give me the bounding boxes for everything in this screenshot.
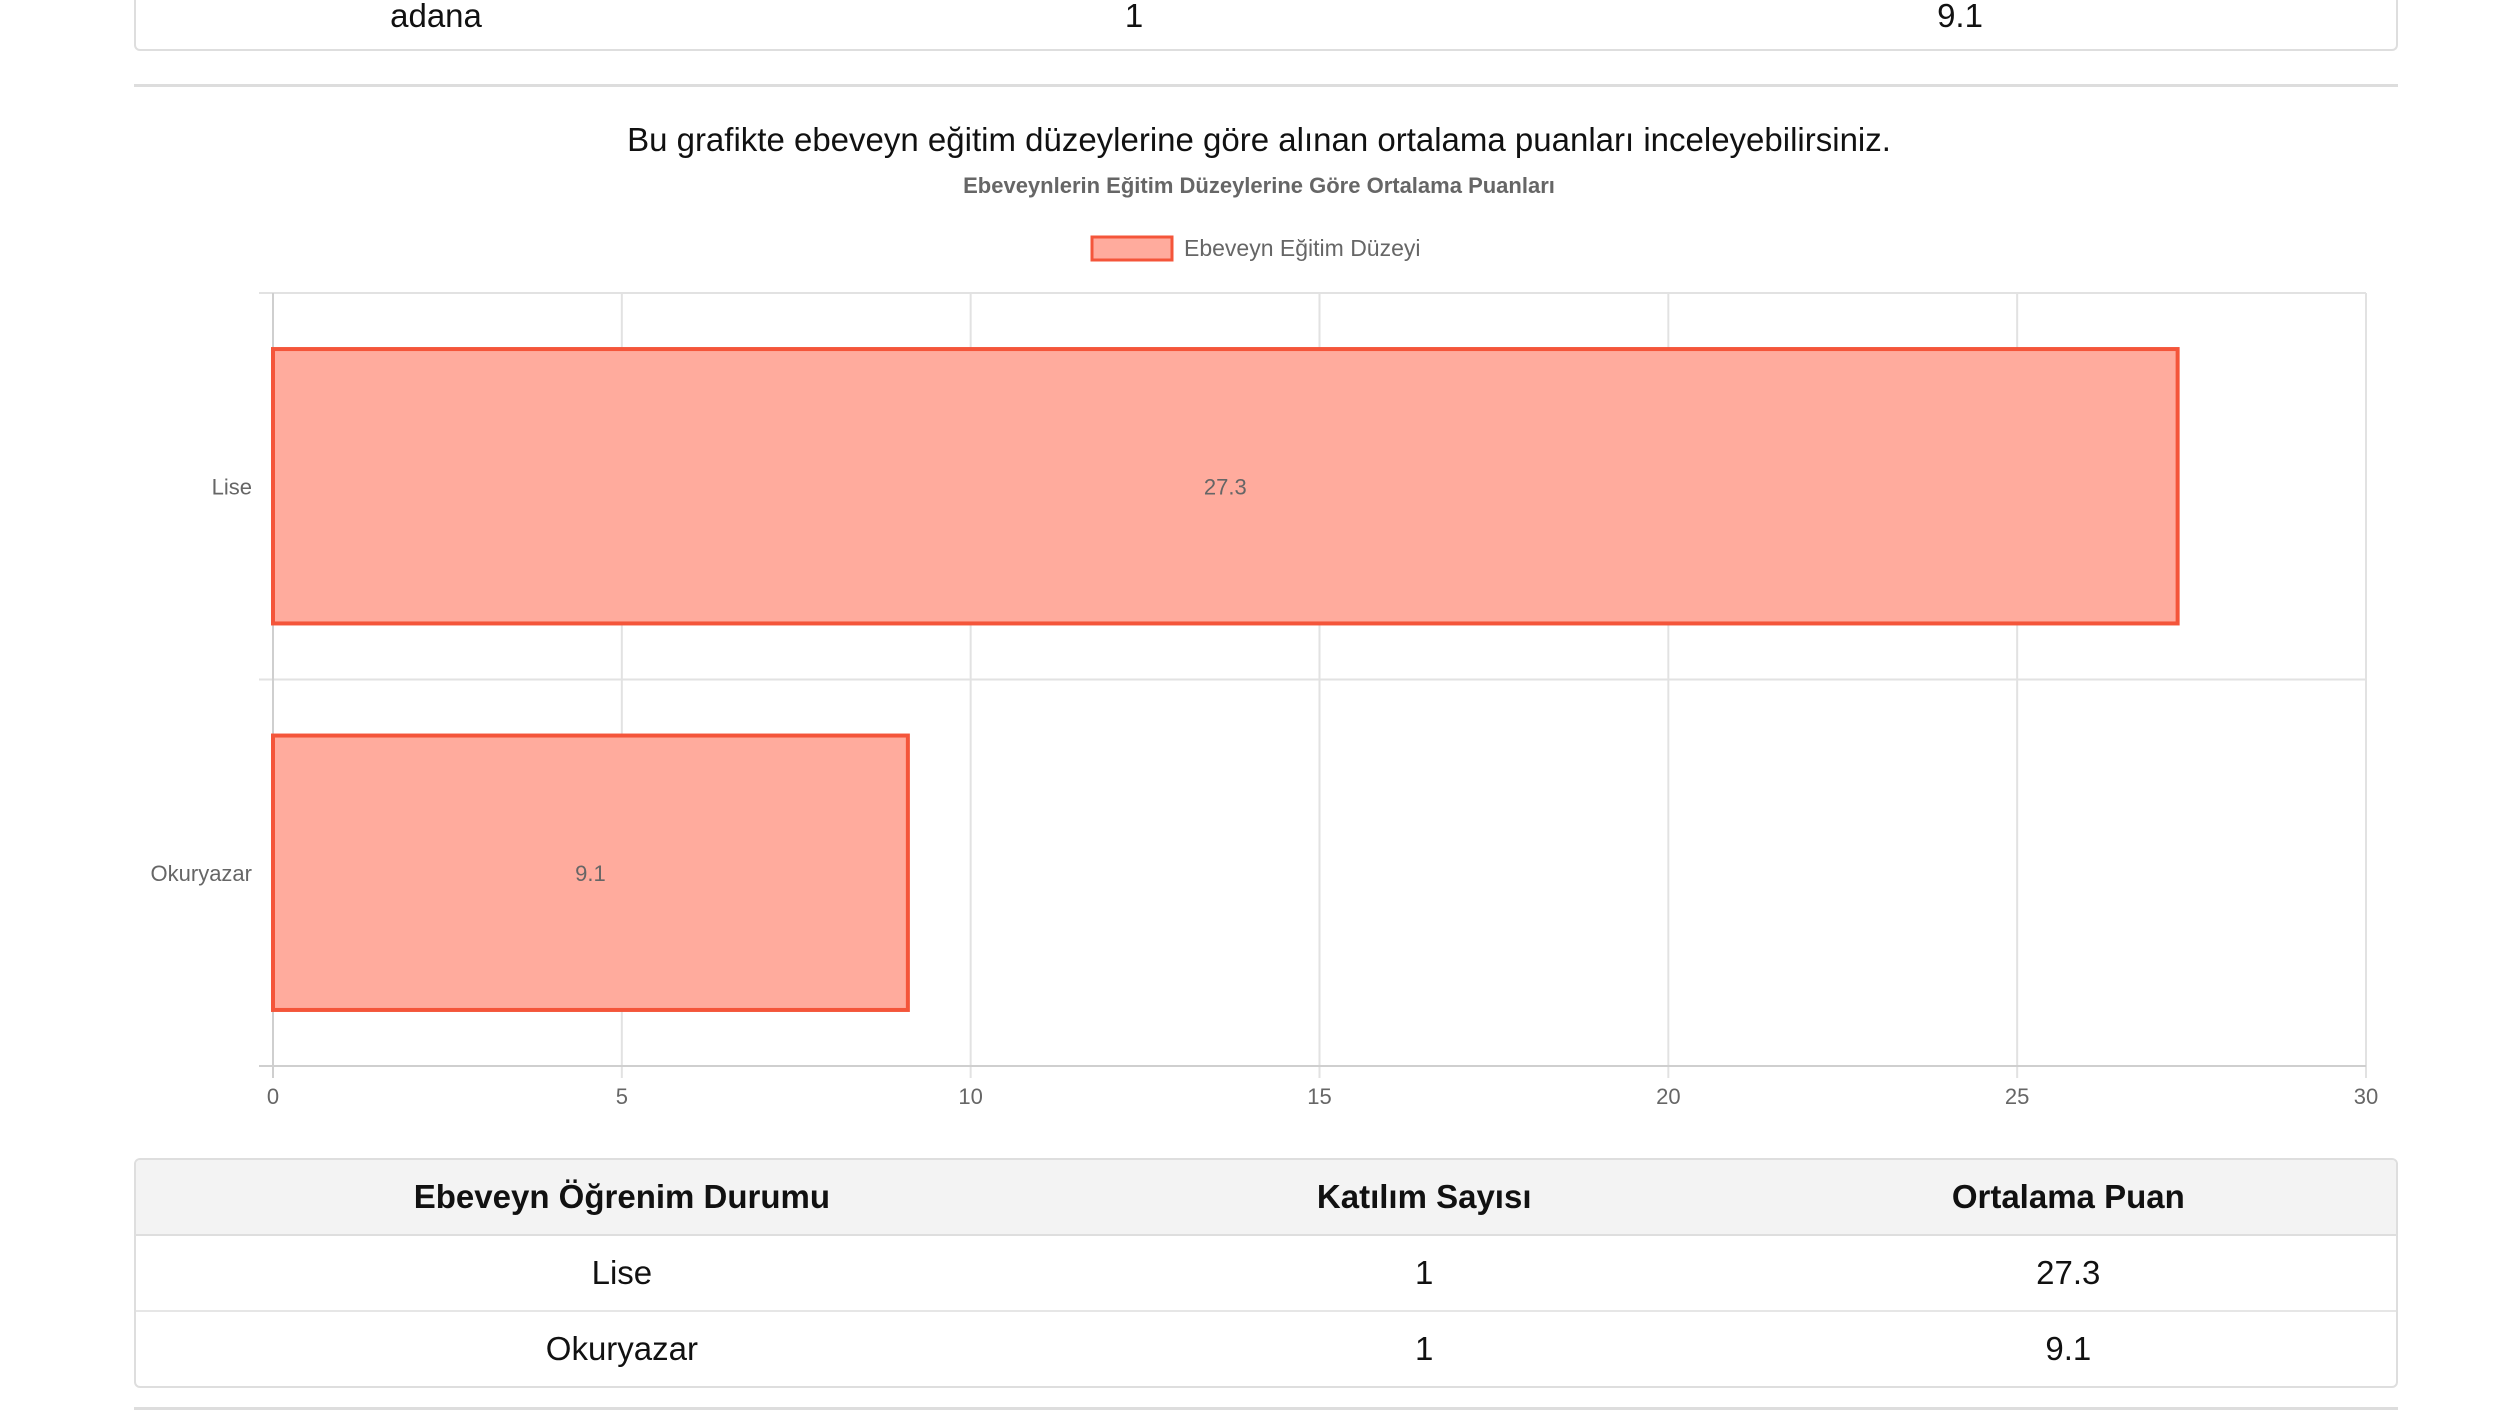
header-participation: Katılım Sayısı [1107,1160,1741,1236]
x-tick-label: 10 [958,1084,982,1109]
table-row: Okuryazar 1 9.1 [136,1311,2396,1386]
table-cell: 1 [1107,1235,1741,1312]
table-cell: Okuryazar [545,1330,698,1367]
table-cell: 27.3 [1740,1235,2396,1312]
x-tick-label: 30 [2354,1084,2378,1109]
x-tick-label: 20 [1656,1084,1680,1109]
count-cell: 1 [1124,0,1144,34]
previous-table-last-row: adana 1 9.1 [134,0,2398,51]
score-cell: 9.1 [1937,0,1983,34]
header-average: Ortalama Puan [1740,1160,2396,1236]
table-row: Lise 1 27.3 [136,1235,2396,1312]
chart-caption: Bu grafikte ebeveyn eğitim düzeylerine g… [627,121,1891,158]
legend-label: Ebeveyn Eğitim Düzeyi [1184,235,1421,261]
legend-swatch [1090,235,1174,262]
table-header-row: Ebeveyn Öğrenim Durumu Katılım Sayısı Or… [136,1160,2396,1236]
y-tick-label: Lise [212,474,252,499]
x-tick-label: 5 [616,1084,628,1109]
bar [271,347,2180,626]
section-divider [134,84,2398,87]
city-cell: adana [390,0,482,34]
table-cell: 9.1 [2045,1330,2092,1367]
chart-title: Ebeveynlerin Eğitim Düzeylerine Göre Ort… [963,173,1555,198]
y-tick-label: Okuryazar [151,861,252,886]
x-tick-label: 0 [267,1084,279,1109]
data-label: 27.3 [1204,474,1247,499]
data-label: 9.1 [575,861,606,886]
education-score-table: Ebeveyn Öğrenim Durumu Katılım Sayısı Or… [134,1158,2398,1388]
bar-chart: Ebeveynlerin Eğitim Düzeylerine Göre Ort… [151,173,2379,1109]
table-cell: Lise [136,1235,1108,1312]
section-divider-bottom [134,1407,2398,1410]
header-education: Ebeveyn Öğrenim Durumu [136,1160,1108,1236]
x-tick-label: 15 [1307,1084,1331,1109]
table-cell: 1 [1415,1330,1434,1367]
x-tick-label: 25 [2005,1084,2029,1109]
bar [271,733,910,1012]
